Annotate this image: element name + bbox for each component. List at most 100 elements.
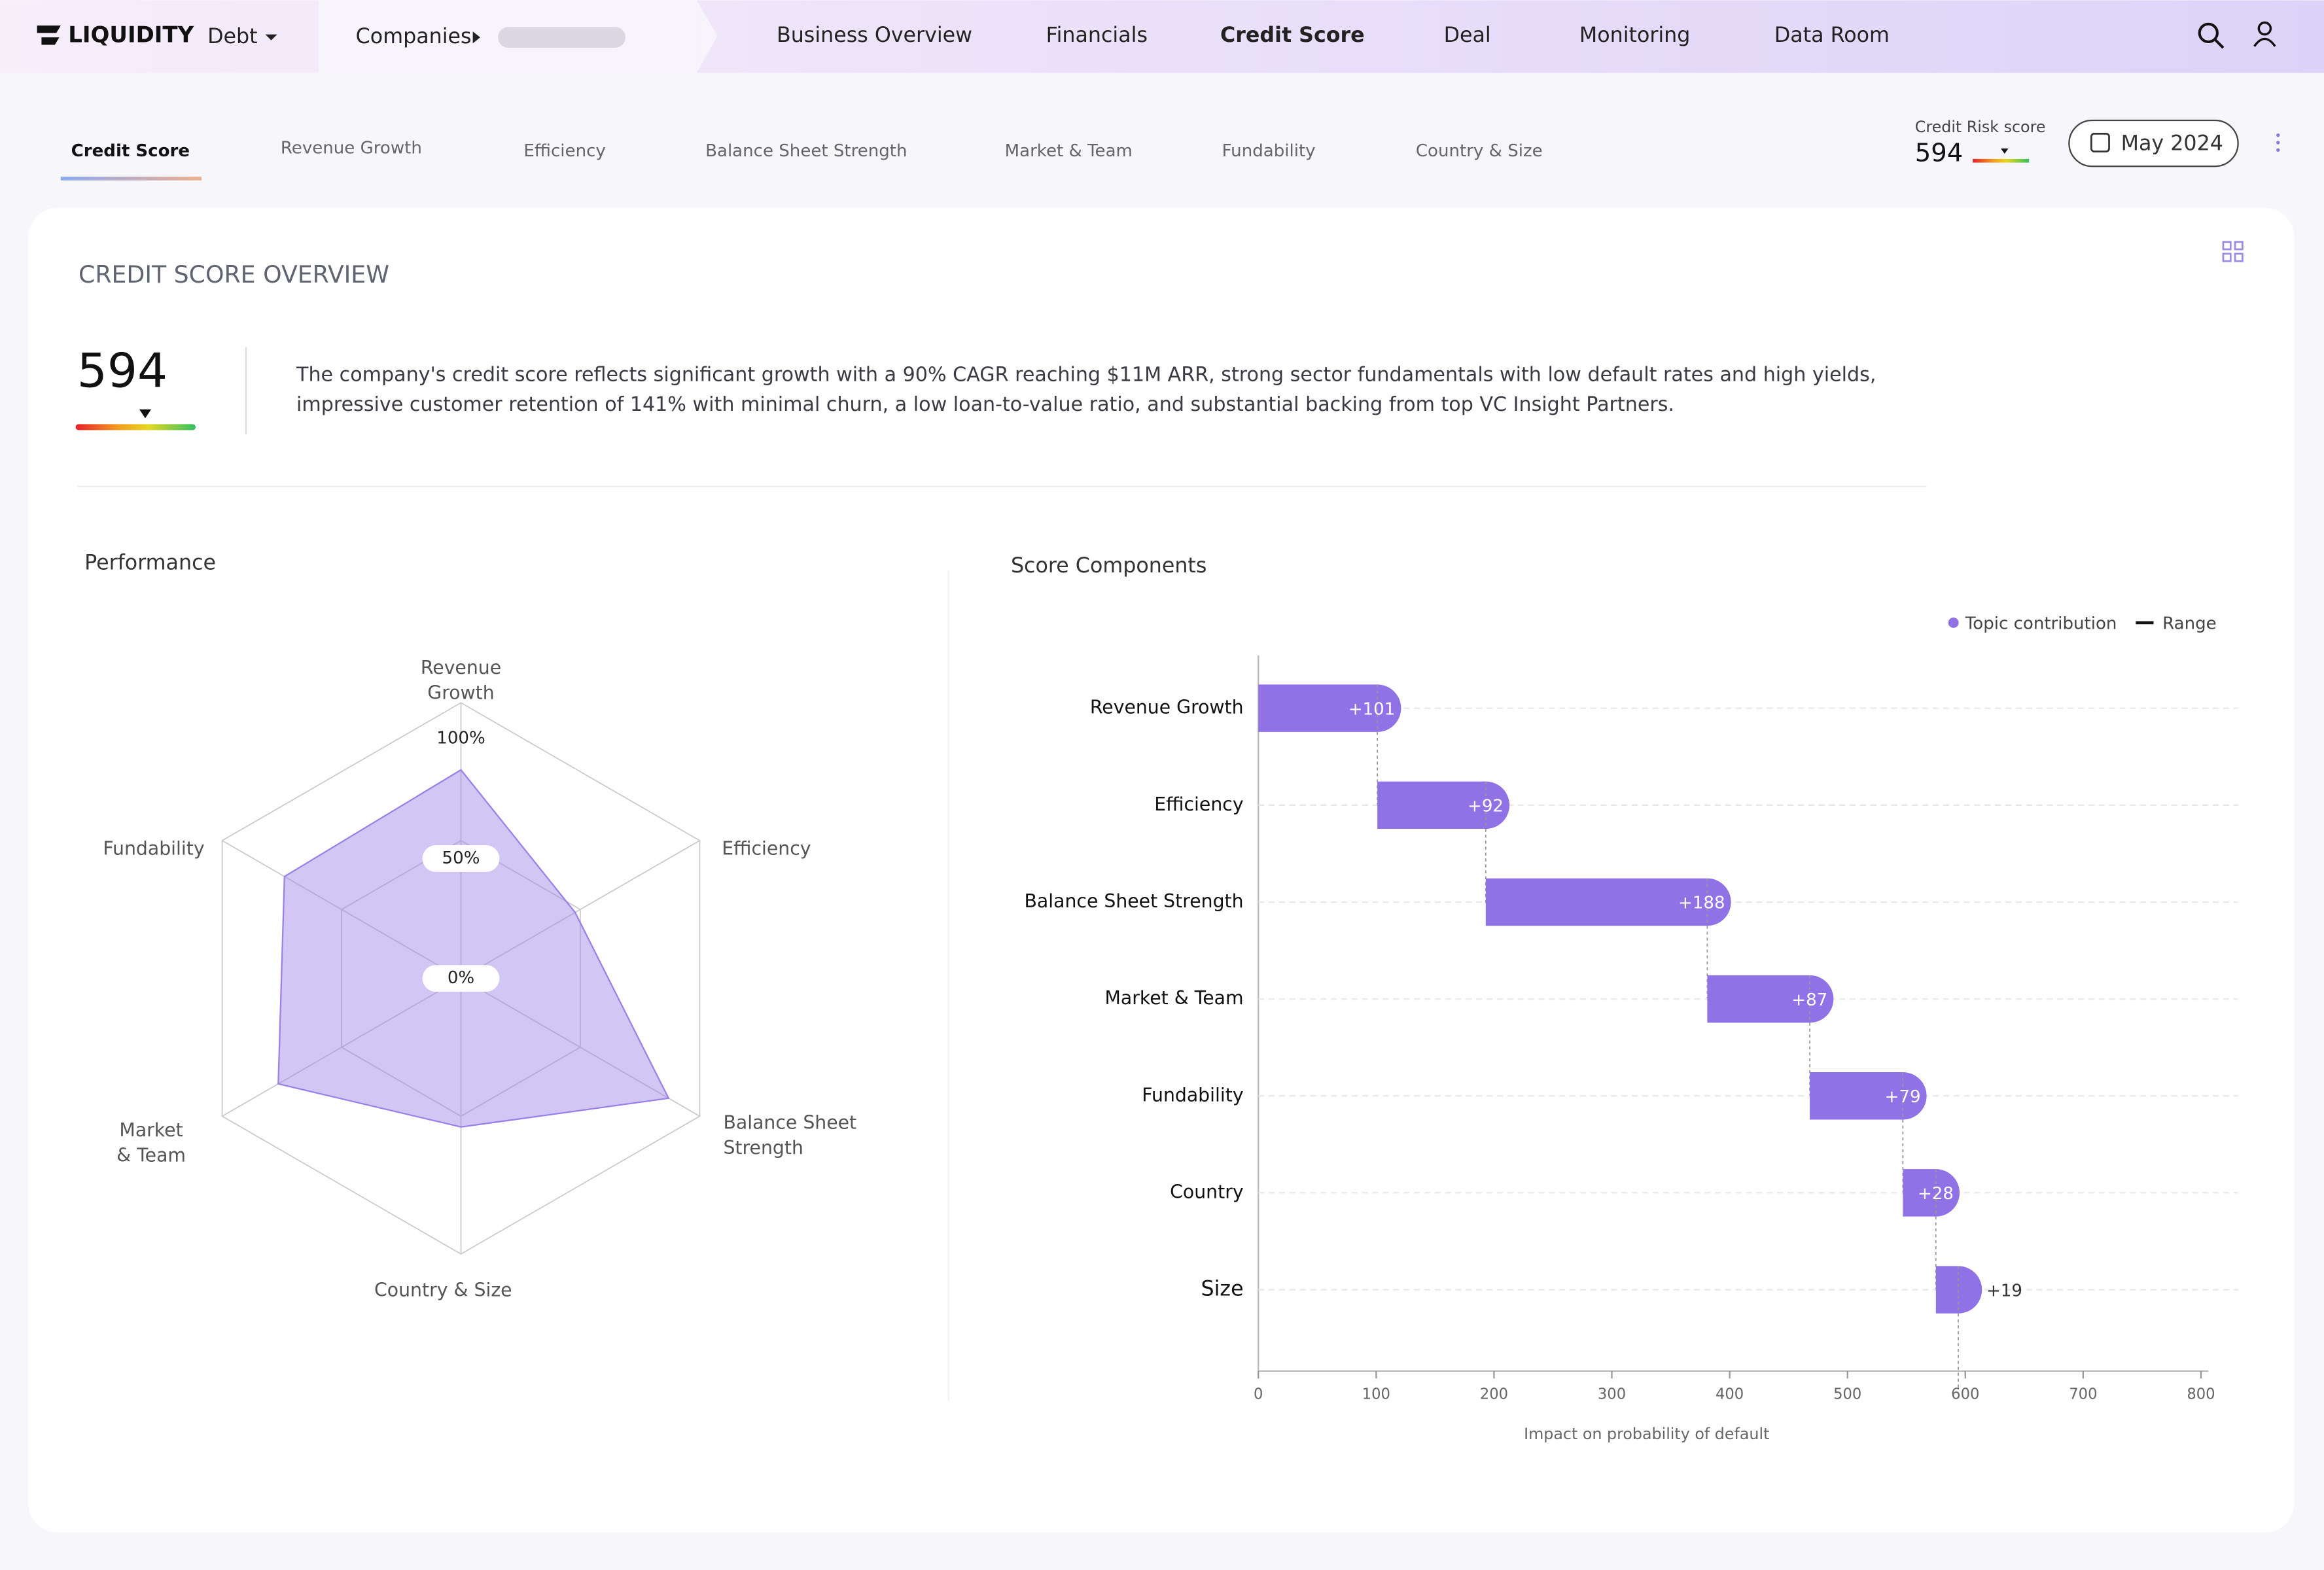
radar-tick-label: 50% xyxy=(442,848,480,868)
user-icon-body xyxy=(2253,37,2276,47)
kebab-menu[interactable] xyxy=(2276,133,2280,152)
active-tab-underline xyxy=(60,177,202,181)
x-tick-label: 300 xyxy=(1598,1386,1626,1403)
x-tick-label: 800 xyxy=(2187,1386,2215,1403)
tab[interactable]: Credit Score xyxy=(71,141,190,161)
bar xyxy=(1707,975,1834,1023)
date-text: May 2024 xyxy=(2121,131,2223,155)
score-marker xyxy=(139,409,152,419)
row-label: Market & Team xyxy=(1104,987,1243,1009)
data-label: +188 xyxy=(1678,894,1725,913)
search-icon-handle xyxy=(2213,37,2225,49)
x-axis-title: Impact on probability of default xyxy=(1524,1425,1769,1443)
x-tick-label: 700 xyxy=(2069,1386,2097,1403)
row-label: Revenue Growth xyxy=(1090,697,1244,718)
radar-tick-bg xyxy=(422,845,500,872)
caret xyxy=(265,34,277,41)
nav-item[interactable]: Deal xyxy=(1444,24,1491,47)
tab[interactable]: Efficiency xyxy=(523,141,605,161)
radar-spoke xyxy=(222,840,461,979)
legend-dot xyxy=(1948,618,1959,628)
risk-label: Credit Risk score xyxy=(1915,118,2046,136)
radar-axis-label: Balance Sheet Strength xyxy=(723,1112,856,1159)
risk-marker xyxy=(2001,148,2009,154)
x-tick-label: 200 xyxy=(1480,1386,1508,1403)
data-label: +87 xyxy=(1791,990,1827,1010)
data-label: +28 xyxy=(1918,1184,1954,1204)
radar-axis-label: Fundability xyxy=(103,838,204,860)
bar xyxy=(1935,1266,1982,1314)
radar-title: Performance xyxy=(84,551,216,574)
date-picker[interactable] xyxy=(2068,119,2239,167)
blurred-company xyxy=(498,27,625,48)
grid-icon[interactable] xyxy=(2222,241,2244,262)
tab[interactable]: Country & Size xyxy=(1416,141,1543,161)
risk-score: 594 xyxy=(1915,139,1963,168)
x-tick-label: 500 xyxy=(1833,1386,1861,1403)
score-gauge xyxy=(75,424,196,430)
logo-icon xyxy=(37,26,61,45)
row-label: Balance Sheet Strength xyxy=(1025,890,1244,912)
x-tick-label: 400 xyxy=(1716,1386,1744,1403)
breadcrumb-arrow xyxy=(696,0,718,73)
logo: LIQUIDITY xyxy=(68,22,194,48)
radar-axis-label: Country & Size xyxy=(374,1280,512,1301)
description-box: The company's credit score reflects sign… xyxy=(296,364,1876,416)
tab[interactable]: Market & Team xyxy=(1005,141,1133,161)
waterfall-title: Score Components xyxy=(1011,554,1206,578)
nav-item[interactable]: Monitoring xyxy=(1579,24,1691,47)
radar-tick-bg xyxy=(422,965,500,992)
radar-axis-label: Revenue Growth xyxy=(421,657,501,704)
overview-score: 594 xyxy=(77,343,167,398)
card xyxy=(28,207,2295,1533)
data-label: +101 xyxy=(1348,699,1396,719)
bar xyxy=(1810,1072,1927,1120)
data-label: +79 xyxy=(1885,1087,1921,1107)
radar-area xyxy=(277,769,670,1128)
search-icon[interactable] xyxy=(2198,22,2219,43)
bar xyxy=(1258,684,1401,732)
tab[interactable]: Fundability xyxy=(1222,141,1316,161)
legend-label: Topic contribution xyxy=(1965,614,2117,634)
user-icon[interactable] xyxy=(2257,21,2272,36)
radar-spoke xyxy=(461,977,700,1117)
row-label: Fundability xyxy=(1142,1084,1243,1106)
radar-axis-label: Market & Team xyxy=(116,1119,186,1166)
row-label: Country xyxy=(1170,1181,1243,1202)
row-label: Efficiency xyxy=(1154,794,1243,815)
radar-chart: 0% 50% 100% Revenue Growth Efficiency Balance … xyxy=(103,657,856,1300)
nav-items: Business Overview Financials Credit Score D… xyxy=(777,24,1890,47)
risk-gauge xyxy=(1973,158,2030,163)
radar-axis-label: Efficiency xyxy=(722,838,811,860)
nav-item[interactable]: Business Overview xyxy=(777,24,972,47)
radar-tick-label: 100% xyxy=(436,729,485,748)
product-select[interactable]: Debt xyxy=(207,25,257,48)
caret xyxy=(472,31,480,44)
tab[interactable]: Balance Sheet Strength xyxy=(705,141,907,161)
row-label: Size xyxy=(1201,1278,1244,1301)
tabs: Credit Score Revenue Growth Efficiency Bala… xyxy=(71,139,1543,162)
overview-title: CREDIT SCORE OVERVIEW xyxy=(79,260,389,288)
nav-item[interactable]: Financials xyxy=(1046,24,1148,47)
tab[interactable]: Revenue Growth xyxy=(281,139,422,158)
nav-item[interactable]: Data Room xyxy=(1774,24,1890,47)
data-label: +92 xyxy=(1468,797,1504,816)
companies-link[interactable]: Companies xyxy=(356,25,472,48)
overview-description: The company's credit score reflects sign… xyxy=(296,364,1876,416)
bar xyxy=(1903,1169,1960,1217)
bar xyxy=(1377,781,1510,829)
x-tick-label: 600 xyxy=(1951,1386,1979,1403)
x-tick-label: 100 xyxy=(1362,1386,1390,1403)
x-tick-label: 0 xyxy=(1254,1386,1263,1403)
radar-tick-label: 0% xyxy=(448,968,474,988)
calendar-icon xyxy=(2090,133,2110,152)
nav-item[interactable]: Credit Score xyxy=(1220,24,1365,47)
data-label: +19 xyxy=(1986,1281,2022,1300)
waterfall-chart: 0 100 200 300 400 500 600 700 800 Impact on proba… xyxy=(1025,614,2238,1443)
legend-label: Range xyxy=(2162,614,2217,634)
bar xyxy=(1485,878,1731,926)
radar-spoke xyxy=(461,840,700,979)
radar-spoke xyxy=(222,977,461,1117)
